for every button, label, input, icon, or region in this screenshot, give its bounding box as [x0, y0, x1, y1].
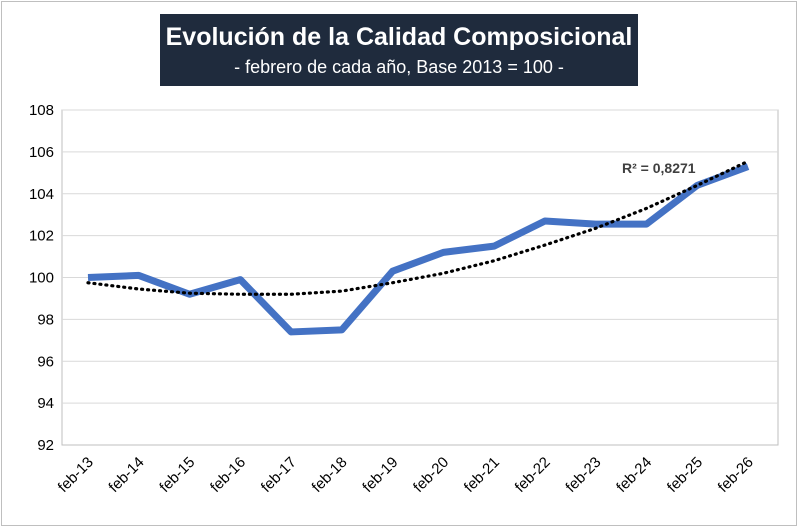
chart-title-box: Evolución de la Calidad Composicional - …: [160, 14, 638, 86]
x-tick-label: feb-21: [461, 454, 503, 496]
x-tick-label: feb-17: [258, 454, 300, 496]
trendline-r2-label: R² = 0,8271: [622, 160, 696, 176]
y-tick-label: 108: [29, 102, 54, 119]
series-line: [87, 163, 750, 336]
y-tick-label: 106: [29, 144, 54, 161]
y-tick-label: 98: [37, 311, 54, 328]
y-tick-label: 92: [37, 437, 54, 454]
x-tick-label: feb-19: [359, 454, 401, 496]
y-tick-label: 102: [29, 228, 54, 245]
chart-title: Evolución de la Calidad Composicional: [165, 23, 633, 51]
y-tick-label: 104: [29, 186, 54, 203]
y-tick-label: 100: [29, 270, 54, 287]
x-tick-label: feb-14: [105, 454, 147, 496]
x-tick-label: feb-26: [715, 454, 757, 496]
x-tick-label: feb-20: [410, 454, 452, 496]
x-tick-label: feb-22: [512, 454, 554, 496]
y-tick-label: 94: [37, 395, 54, 412]
x-tick-label: feb-13: [55, 454, 97, 496]
x-tick-label: feb-18: [309, 454, 351, 496]
chart-subtitle: - febrero de cada año, Base 2013 = 100 -: [234, 57, 564, 77]
y-tick-label: 96: [37, 353, 54, 370]
x-tick-label: feb-25: [664, 454, 706, 496]
x-tick-label: feb-24: [613, 454, 655, 496]
trendline: [86, 159, 750, 296]
x-tick-label: feb-16: [207, 454, 249, 496]
x-tick-label: feb-15: [156, 454, 198, 496]
x-tick-label: feb-23: [562, 454, 604, 496]
